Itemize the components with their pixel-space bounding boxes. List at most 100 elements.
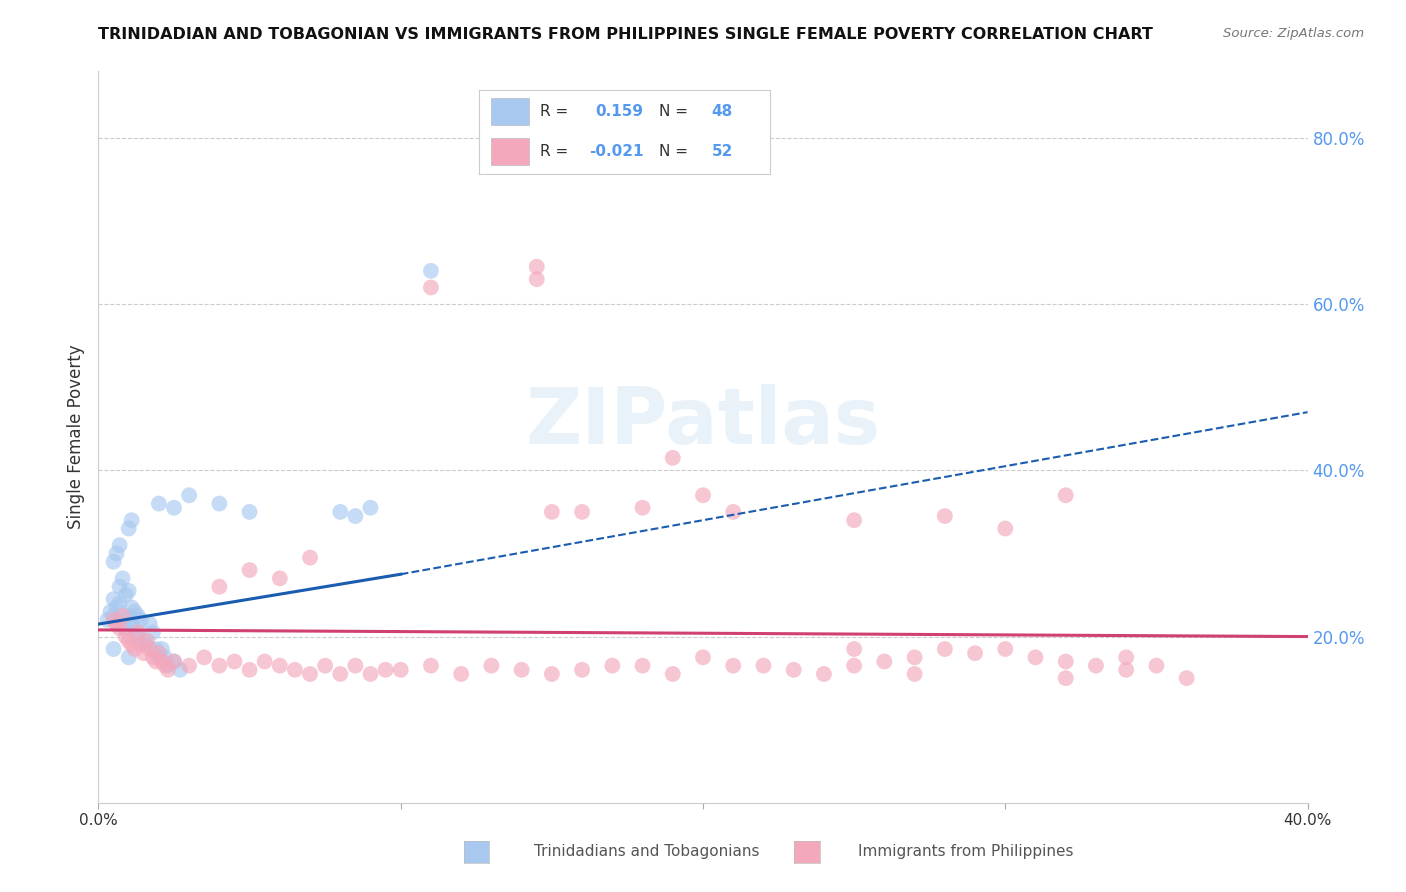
Point [450, 667, 472, 681]
Point [904, 667, 927, 681]
Point [239, 505, 262, 519]
Point [105, 546, 128, 560]
Point [142, 650, 165, 665]
Point [661, 667, 683, 681]
Point [314, 658, 336, 673]
Point [526, 272, 548, 286]
Point [329, 667, 352, 681]
Point [1144, 658, 1167, 673]
Point [389, 663, 412, 677]
Point [208, 497, 231, 511]
Point [105, 600, 128, 615]
Point [526, 260, 548, 274]
Point [103, 555, 125, 569]
Point [169, 663, 191, 677]
Point [105, 617, 128, 632]
Point [129, 638, 152, 652]
Point [934, 642, 956, 657]
Point [118, 583, 141, 598]
Point [193, 650, 215, 665]
Point [108, 596, 131, 610]
Point [481, 658, 503, 673]
Point [103, 613, 125, 627]
Point [752, 658, 775, 673]
Point [692, 488, 714, 502]
Point [179, 488, 201, 502]
Text: Trinidadians and Tobagonians: Trinidadians and Tobagonians [534, 845, 759, 859]
Point [994, 521, 1017, 535]
Point [124, 642, 146, 657]
Point [1054, 488, 1077, 502]
Point [124, 605, 146, 619]
Point [844, 642, 866, 657]
Point [96, 613, 118, 627]
Point [269, 571, 291, 585]
Point [150, 642, 173, 657]
Point [105, 617, 128, 632]
Point [114, 630, 136, 644]
Text: Source: ZipAtlas.com: Source: ZipAtlas.com [1223, 27, 1364, 40]
Text: ZIPatlas: ZIPatlas [526, 384, 880, 460]
Point [163, 655, 186, 669]
Point [239, 563, 262, 577]
Point [540, 505, 562, 519]
Point [121, 513, 143, 527]
Point [420, 264, 443, 278]
Point [114, 588, 136, 602]
Point [284, 663, 307, 677]
Point [269, 658, 291, 673]
Point [148, 646, 170, 660]
Point [118, 633, 141, 648]
Point [156, 663, 179, 677]
Point [965, 646, 987, 660]
Point [118, 608, 141, 623]
Point [224, 655, 246, 669]
Point [129, 613, 152, 627]
Point [103, 608, 125, 623]
Point [571, 663, 593, 677]
Point [631, 500, 654, 515]
Point [1054, 655, 1077, 669]
Text: TRINIDADIAN AND TOBAGONIAN VS IMMIGRANTS FROM PHILIPPINES SINGLE FEMALE POVERTY : TRINIDADIAN AND TOBAGONIAN VS IMMIGRANTS… [98, 27, 1153, 42]
Point [420, 280, 443, 294]
Point [344, 658, 367, 673]
Point [132, 633, 155, 648]
Point [163, 500, 186, 515]
Point [121, 617, 143, 632]
Point [1054, 671, 1077, 685]
Point [118, 521, 141, 535]
Point [360, 667, 382, 681]
Point [103, 642, 125, 657]
Point [127, 630, 149, 644]
Point [1115, 663, 1137, 677]
Point [135, 633, 157, 648]
Point [1115, 650, 1137, 665]
Point [103, 592, 125, 607]
Point [374, 663, 396, 677]
Point [723, 505, 745, 519]
Point [239, 663, 262, 677]
Point [150, 655, 173, 669]
Point [108, 580, 131, 594]
Point [1175, 671, 1198, 685]
Point [153, 658, 176, 673]
Point [571, 505, 593, 519]
Point [114, 621, 136, 635]
Point [111, 571, 134, 585]
Point [132, 646, 155, 660]
Point [139, 642, 162, 657]
Point [139, 617, 162, 632]
Point [127, 625, 149, 640]
Point [692, 650, 714, 665]
Point [148, 497, 170, 511]
Point [844, 658, 866, 673]
Point [163, 655, 186, 669]
Y-axis label: Single Female Poverty: Single Female Poverty [66, 345, 84, 529]
Point [360, 500, 382, 515]
Point [208, 580, 231, 594]
Point [934, 509, 956, 524]
Point [121, 600, 143, 615]
Point [420, 658, 443, 673]
Point [208, 658, 231, 673]
Point [723, 658, 745, 673]
